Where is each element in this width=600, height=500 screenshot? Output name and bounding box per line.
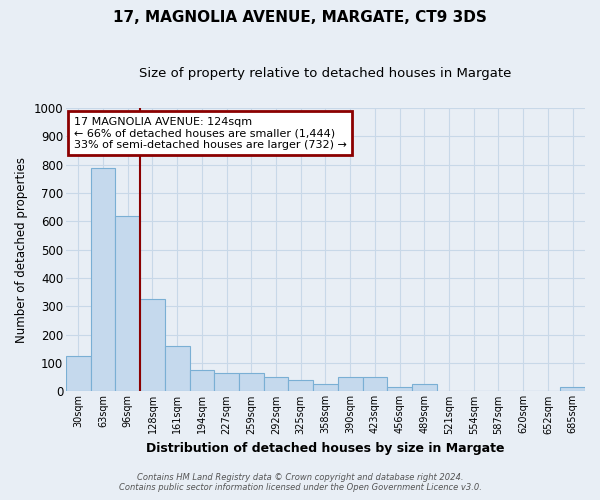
- Text: 17, MAGNOLIA AVENUE, MARGATE, CT9 3DS: 17, MAGNOLIA AVENUE, MARGATE, CT9 3DS: [113, 10, 487, 25]
- Bar: [66, 356, 91, 392]
- Bar: [338, 377, 362, 392]
- Bar: [289, 380, 313, 392]
- Bar: [263, 377, 289, 392]
- Bar: [412, 384, 437, 392]
- Bar: [91, 168, 115, 392]
- Bar: [190, 370, 214, 392]
- Bar: [239, 373, 263, 392]
- Title: Size of property relative to detached houses in Margate: Size of property relative to detached ho…: [139, 68, 512, 80]
- Bar: [560, 387, 585, 392]
- Text: 17 MAGNOLIA AVENUE: 124sqm
← 66% of detached houses are smaller (1,444)
33% of s: 17 MAGNOLIA AVENUE: 124sqm ← 66% of deta…: [74, 116, 347, 150]
- Y-axis label: Number of detached properties: Number of detached properties: [15, 156, 28, 342]
- Bar: [140, 300, 165, 392]
- Bar: [165, 346, 190, 392]
- Bar: [214, 373, 239, 392]
- X-axis label: Distribution of detached houses by size in Margate: Distribution of detached houses by size …: [146, 442, 505, 455]
- Text: Contains HM Land Registry data © Crown copyright and database right 2024.
Contai: Contains HM Land Registry data © Crown c…: [119, 473, 481, 492]
- Bar: [313, 384, 338, 392]
- Bar: [387, 387, 412, 392]
- Bar: [115, 216, 140, 392]
- Bar: [362, 377, 387, 392]
